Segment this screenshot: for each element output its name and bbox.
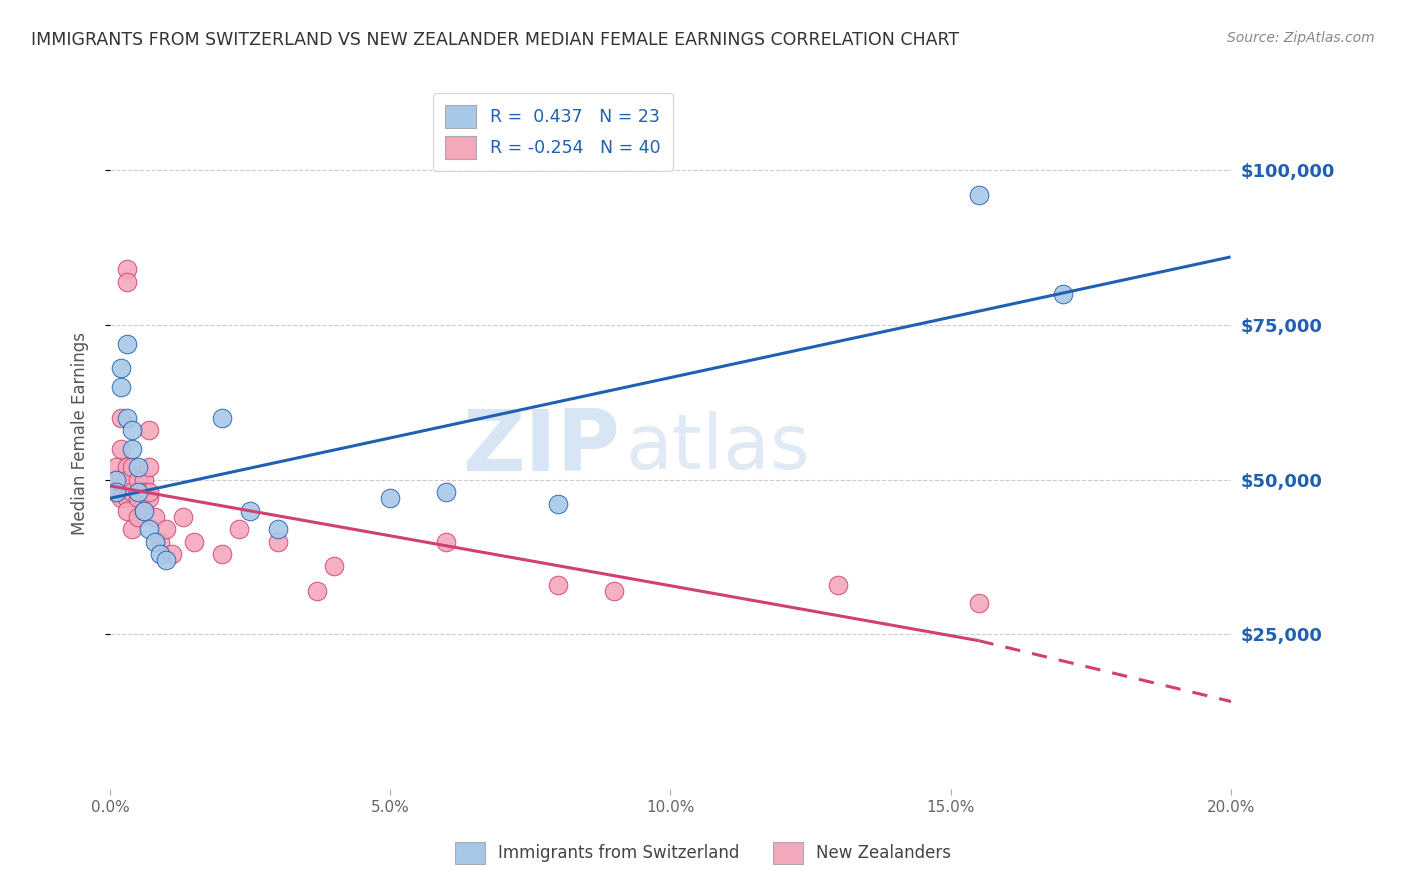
Point <box>155 522 177 536</box>
Point <box>115 473 138 487</box>
Point <box>603 584 626 599</box>
Point <box>307 584 329 599</box>
Point <box>110 361 132 376</box>
Point <box>149 547 172 561</box>
Legend: Immigrants from Switzerland, New Zealanders: Immigrants from Switzerland, New Zealand… <box>449 836 957 871</box>
Point <box>967 188 990 202</box>
Point <box>827 578 849 592</box>
Point <box>127 485 149 500</box>
Point <box>380 491 402 506</box>
Point <box>121 460 143 475</box>
Point <box>115 275 138 289</box>
Point <box>434 485 457 500</box>
Point <box>434 534 457 549</box>
Point <box>547 578 569 592</box>
Point <box>211 547 233 561</box>
Point <box>172 509 194 524</box>
Point <box>239 503 262 517</box>
Point <box>132 503 155 517</box>
Point <box>1052 287 1074 301</box>
Point <box>160 547 183 561</box>
Y-axis label: Median Female Earnings: Median Female Earnings <box>72 332 89 535</box>
Point <box>121 522 143 536</box>
Point <box>183 534 205 549</box>
Point <box>104 485 127 500</box>
Point <box>127 491 149 506</box>
Point <box>121 442 143 456</box>
Point <box>211 410 233 425</box>
Point <box>104 473 127 487</box>
Point <box>267 522 290 536</box>
Text: Source: ZipAtlas.com: Source: ZipAtlas.com <box>1227 31 1375 45</box>
Point <box>110 380 132 394</box>
Point <box>547 498 569 512</box>
Point <box>967 597 990 611</box>
Point <box>138 485 160 500</box>
Point <box>104 473 127 487</box>
Point <box>138 460 160 475</box>
Point <box>121 423 143 437</box>
Point <box>115 262 138 277</box>
Point <box>110 473 132 487</box>
Point <box>149 534 172 549</box>
Text: IMMIGRANTS FROM SWITZERLAND VS NEW ZEALANDER MEDIAN FEMALE EARNINGS CORRELATION : IMMIGRANTS FROM SWITZERLAND VS NEW ZEALA… <box>31 31 959 49</box>
Point <box>138 491 160 506</box>
Point <box>110 410 132 425</box>
Point <box>138 522 160 536</box>
Point <box>127 473 149 487</box>
Point <box>115 491 138 506</box>
Point <box>132 485 155 500</box>
Text: atlas: atlas <box>626 410 810 484</box>
Point <box>121 485 143 500</box>
Point <box>323 559 346 574</box>
Point <box>127 509 149 524</box>
Point <box>143 534 166 549</box>
Point <box>115 460 138 475</box>
Point <box>127 460 149 475</box>
Point <box>132 503 155 517</box>
Point <box>110 491 132 506</box>
Point <box>267 534 290 549</box>
Point <box>104 485 127 500</box>
Point <box>132 473 155 487</box>
Point <box>115 503 138 517</box>
Point <box>110 442 132 456</box>
Point <box>155 553 177 567</box>
Point <box>115 336 138 351</box>
Text: ZIP: ZIP <box>463 406 620 489</box>
Point <box>104 460 127 475</box>
Point <box>115 410 138 425</box>
Legend: R =  0.437   N = 23, R = -0.254   N = 40: R = 0.437 N = 23, R = -0.254 N = 40 <box>433 94 672 171</box>
Point <box>143 509 166 524</box>
Point <box>138 423 160 437</box>
Point <box>228 522 250 536</box>
